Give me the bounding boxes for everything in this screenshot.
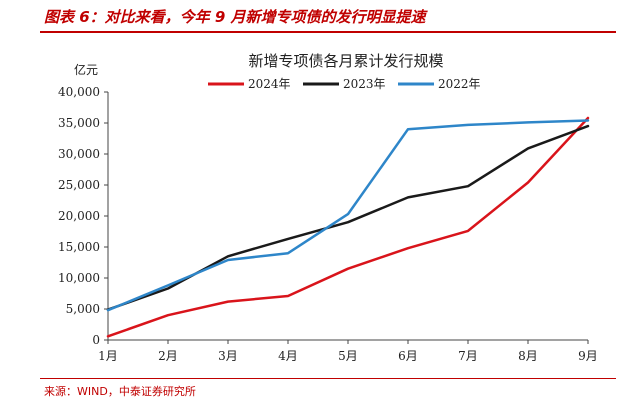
- figure-header: 图表 6：对比来看，今年 9 月新增专项债的发行明显提速: [0, 0, 632, 33]
- legend-label: 2022年: [438, 77, 481, 91]
- y-tick-label: 25,000: [58, 178, 100, 192]
- y-tick-label: 40,000: [58, 85, 100, 99]
- x-tick-label: 4月: [278, 349, 298, 363]
- x-tick-label: 3月: [218, 349, 238, 363]
- series-line-2023年: [106, 124, 590, 311]
- footer-divider: [40, 378, 616, 379]
- x-tick-label: 9月: [578, 349, 598, 363]
- line-chart: 新增专项债各月累计发行规模 亿元 2024年 2023年 2022年 0 5,000 1…: [58, 52, 598, 363]
- y-tick-label: 5,000: [66, 302, 100, 316]
- y-tick-label: 10,000: [58, 271, 100, 285]
- y-tick-label: 30,000: [58, 147, 100, 161]
- legend: 2024年 2023年 2022年: [208, 77, 481, 91]
- series-line-2024年: [106, 116, 590, 338]
- y-axis-unit-label: 亿元: [74, 62, 98, 77]
- y-tick-label: 35,000: [58, 116, 100, 130]
- x-tick-label: 5月: [338, 349, 358, 363]
- x-tick-label: 7月: [458, 349, 478, 363]
- series-line-2022年: [106, 119, 590, 312]
- x-tick-label: 1月: [98, 349, 118, 363]
- title-divider: [40, 31, 616, 33]
- y-tick-label: 20,000: [58, 209, 100, 223]
- chart-title: 新增专项债各月累计发行规模: [248, 52, 443, 70]
- legend-label: 2023年: [343, 77, 386, 91]
- x-tick-label: 8月: [518, 349, 538, 363]
- legend-label: 2024年: [248, 77, 291, 91]
- series-layer: [106, 116, 590, 338]
- figure-footer: 来源：WIND，中泰证券研究所: [0, 374, 632, 410]
- x-tick-label: 6月: [398, 349, 418, 363]
- figure-title: 图表 6：对比来看，今年 9 月新增专项债的发行明显提速: [44, 8, 426, 26]
- y-axis: 0 5,000 10,000 15,000 20,000 25,000 30,000 35,0…: [58, 85, 109, 347]
- x-axis: 1月 2月 3月 4月 5月 6月 7月 8月 9月: [98, 339, 598, 363]
- y-tick-label: 15,000: [58, 240, 100, 254]
- x-tick-label: 2月: [158, 349, 178, 363]
- y-tick-label: 0: [92, 333, 100, 347]
- source-note: 来源：WIND，中泰证券研究所: [44, 385, 196, 398]
